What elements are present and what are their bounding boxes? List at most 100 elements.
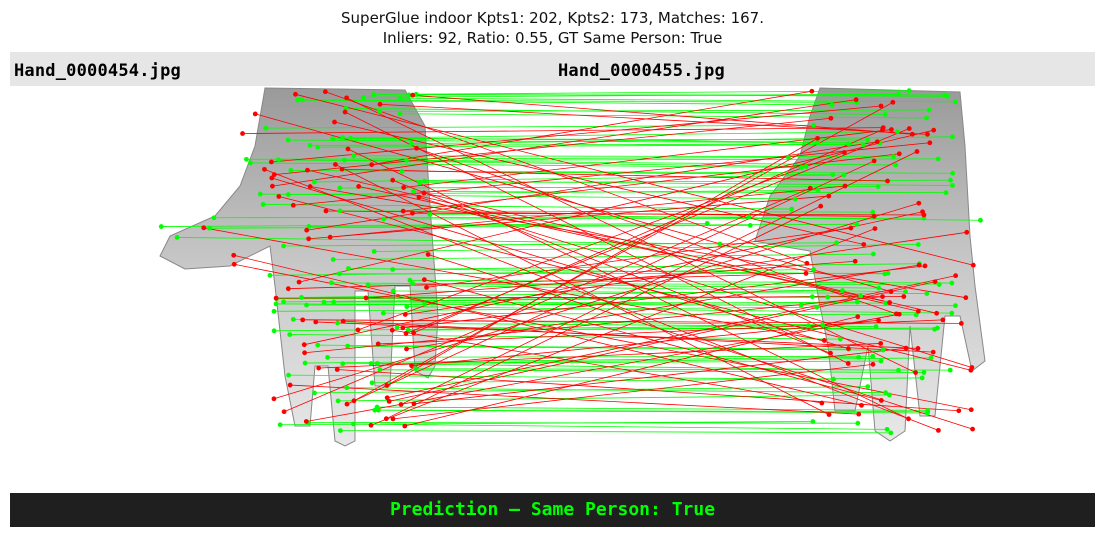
keypoint-dot-icon xyxy=(269,159,274,165)
keypoint-dot-icon xyxy=(856,354,862,360)
keypoint-dot-icon xyxy=(285,286,291,292)
keypoint-dot-icon xyxy=(360,94,366,100)
keypoint-dot-icon xyxy=(299,97,305,103)
keypoint-dot-icon xyxy=(803,270,809,276)
outlier-match-line xyxy=(413,129,883,334)
keypoint-dot-icon xyxy=(830,172,836,178)
keypoint-dot-icon xyxy=(970,262,976,268)
keypoint-dot-icon xyxy=(855,314,861,320)
keypoint-dot-icon xyxy=(422,178,427,184)
keypoint-dot-icon xyxy=(828,350,833,356)
keypoint-dot-icon xyxy=(861,242,867,247)
inlier-match-line xyxy=(308,223,857,227)
inlier-match-line xyxy=(338,394,890,402)
keypoint-dot-icon xyxy=(931,127,937,133)
keypoint-dot-icon xyxy=(244,156,249,162)
keypoint-dot-icon xyxy=(964,229,970,235)
keypoint-dot-icon xyxy=(880,125,886,131)
keypoint-dot-icon xyxy=(893,162,899,168)
keypoint-dot-icon xyxy=(355,327,361,333)
keypoint-dot-icon xyxy=(207,225,212,231)
outlier-match-line xyxy=(283,187,811,413)
keypoint-dot-icon xyxy=(252,111,258,117)
keypoint-dot-icon xyxy=(231,261,237,267)
keypoint-dot-icon xyxy=(906,126,912,131)
inlier-match-line xyxy=(288,189,819,195)
keypoint-dot-icon xyxy=(201,225,207,231)
keypoint-dot-icon xyxy=(386,398,392,404)
keypoint-dot-icon xyxy=(906,88,912,94)
keypoint-dot-icon xyxy=(887,392,892,398)
keypoint-dot-icon xyxy=(417,180,422,186)
keypoint-dot-icon xyxy=(267,272,273,278)
keypoint-dot-icon xyxy=(920,209,925,215)
keypoint-dot-icon xyxy=(878,358,884,364)
keypoint-dot-icon xyxy=(887,300,892,305)
inlier-match-line xyxy=(377,406,928,411)
keypoint-dot-icon xyxy=(958,321,964,326)
outlier-match-line xyxy=(357,152,845,331)
keypoint-dot-icon xyxy=(956,408,962,414)
keypoint-dot-icon xyxy=(400,325,406,331)
keypoint-dot-icon xyxy=(368,361,374,366)
keypoint-dot-icon xyxy=(968,407,974,413)
outlier-match-line xyxy=(404,316,858,427)
keypoint-dot-icon xyxy=(260,202,266,207)
outlier-match-line xyxy=(306,313,900,422)
keypoint-dot-icon xyxy=(306,224,312,229)
keypoint-dot-icon xyxy=(271,396,277,402)
keypoint-dot-icon xyxy=(305,167,310,173)
keypoint-dot-icon xyxy=(717,241,723,247)
keypoint-dot-icon xyxy=(747,222,753,228)
keypoint-dot-icon xyxy=(815,140,820,146)
keypoint-dot-icon xyxy=(293,91,298,97)
inlier-match-line xyxy=(273,306,817,312)
keypoint-dot-icon xyxy=(398,402,404,407)
keypoint-dot-icon xyxy=(350,421,356,427)
inlier-match-line xyxy=(400,97,956,103)
keypoint-dot-icon xyxy=(906,416,911,422)
outlier-match-line xyxy=(278,196,971,371)
keypoint-dot-icon xyxy=(327,234,333,240)
inlier-match-line xyxy=(424,180,953,186)
keypoint-dot-icon xyxy=(846,141,852,147)
keypoint-dot-icon xyxy=(896,367,901,373)
keypoint-dot-icon xyxy=(940,317,946,323)
keypoint-dot-icon xyxy=(876,285,882,291)
keypoint-dot-icon xyxy=(865,137,871,143)
outlier-match-line xyxy=(308,195,829,240)
keypoint-dot-icon xyxy=(257,191,263,197)
keypoint-dot-icon xyxy=(400,208,406,214)
outlier-match-line xyxy=(342,168,888,182)
keypoint-dot-icon xyxy=(819,400,825,406)
inlier-match-line xyxy=(302,99,857,103)
keypoint-dot-icon xyxy=(943,190,949,196)
outlier-match-line xyxy=(242,127,884,134)
keypoint-dot-icon xyxy=(271,172,277,178)
keypoint-dot-icon xyxy=(369,162,375,168)
keypoint-dot-icon xyxy=(331,299,337,305)
outlier-match-line xyxy=(343,320,934,353)
inlier-match-line xyxy=(297,99,833,106)
keypoint-dot-icon xyxy=(333,162,338,167)
keypoint-dot-icon xyxy=(290,316,296,322)
keypoint-dot-icon xyxy=(826,193,832,199)
outlier-match-line xyxy=(290,384,859,415)
keypoint-dot-icon xyxy=(281,243,286,249)
keypoint-dot-icon xyxy=(894,129,900,134)
keypoint-dot-icon xyxy=(397,95,403,101)
keypoint-dot-icon xyxy=(339,166,345,172)
keypoint-dot-icon xyxy=(356,184,362,189)
outlier-match-line xyxy=(272,99,857,187)
keypoint-dot-icon xyxy=(315,342,321,348)
keypoint-dot-icon xyxy=(953,273,959,279)
keypoint-dot-icon xyxy=(345,146,351,152)
keypoint-dot-icon xyxy=(915,346,921,351)
keypoint-dot-icon xyxy=(874,139,880,145)
inlier-match-line xyxy=(412,283,940,285)
keypoint-dot-icon xyxy=(413,366,419,372)
keypoint-dot-icon xyxy=(408,141,414,147)
keypoint-dot-icon xyxy=(375,341,381,347)
keypoint-dot-icon xyxy=(914,149,920,154)
keypoint-dot-icon xyxy=(269,175,275,181)
